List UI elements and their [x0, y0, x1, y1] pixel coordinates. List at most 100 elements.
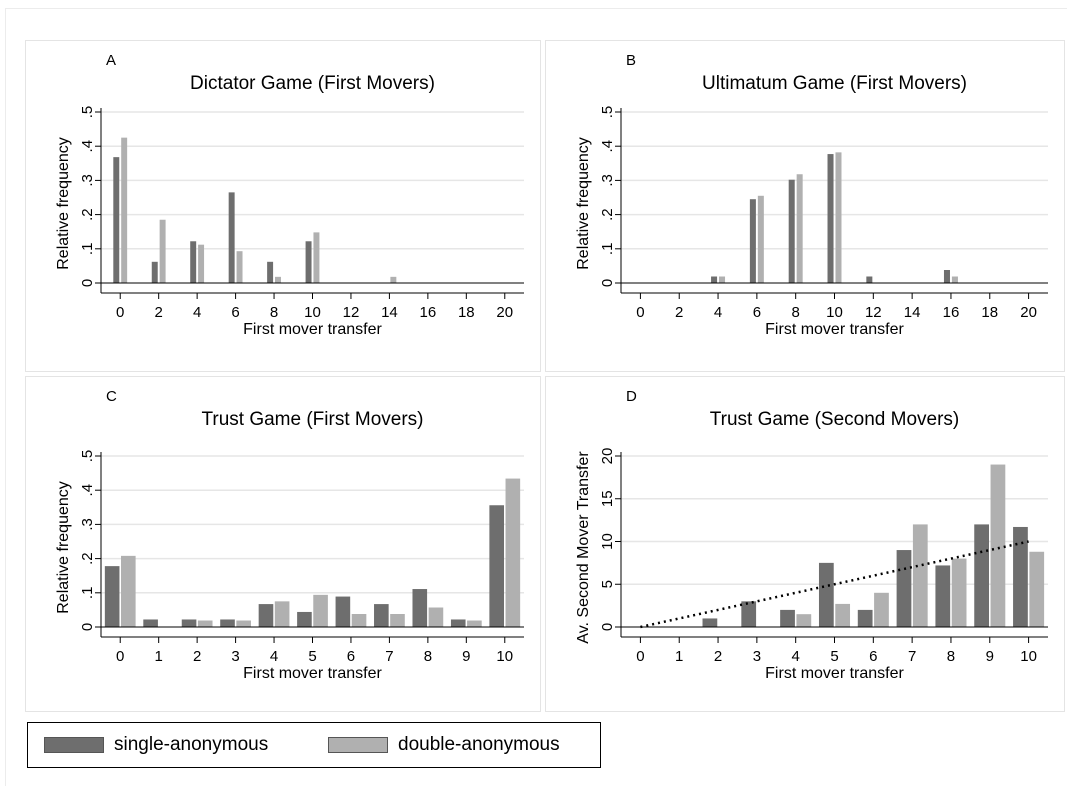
- legend-item-double: double-anonymous: [328, 734, 560, 755]
- x-tick-label: 10: [826, 304, 843, 321]
- bar-single-d: [818, 562, 834, 627]
- x-tick-label: 2: [193, 648, 201, 665]
- y-tick-label: .2: [79, 552, 96, 565]
- x-tick-label: 0: [636, 648, 644, 665]
- chart-title-b: Ultimatum Game (First Movers): [702, 73, 967, 94]
- panel-b: B Ultimatum Game (First Movers) 0 .1 .2 .3 .4.…: [545, 40, 1065, 372]
- bar-double-d: [796, 614, 812, 627]
- bar-double-d: [835, 603, 851, 627]
- bar-double-d: [912, 524, 928, 627]
- chart-a-svg: A Dictator Game (First Movers) 0 .1 .2 .3 .4 .5…: [55, 52, 524, 338]
- y-tick-label: .4: [79, 484, 96, 497]
- x-tick-label: 16: [943, 304, 960, 321]
- x-tick-label: 8: [947, 648, 955, 665]
- x-tick-label: 5: [830, 648, 838, 665]
- y-tick-label: 0: [79, 279, 96, 287]
- bar-single-a: [228, 192, 235, 283]
- x-axis-label: First mover transfer: [243, 321, 382, 338]
- bar-double-b: [951, 276, 958, 283]
- x-tick-label: 9: [986, 648, 994, 665]
- legend-item-single: single-anonymous: [44, 734, 269, 755]
- bar-double-b: [796, 174, 803, 283]
- legend-swatch-double: [328, 737, 388, 753]
- x-tick-label: 1: [155, 648, 163, 665]
- x-tick-label: 7: [908, 648, 916, 665]
- legend-label-double: double-anonymous: [398, 734, 560, 755]
- bar-double-d: [951, 558, 967, 627]
- y-axis-label: Relative frequency: [55, 481, 72, 614]
- bar-single-d: [935, 565, 951, 627]
- bar-single-c: [335, 596, 351, 627]
- bar-single-c: [450, 619, 466, 627]
- x-tick-label: 14: [904, 304, 921, 321]
- chart-c-svg: C Trust Game (First Movers) 0 .1 .2 .3 .4 .5 0 1 2…: [55, 388, 524, 682]
- bar-single-c: [104, 566, 120, 627]
- bar-double-c: [197, 620, 213, 627]
- bar-single-d: [857, 609, 873, 627]
- bar-single-b: [943, 270, 950, 283]
- bar-single-c: [220, 619, 235, 627]
- chart-title-d: Trust Game (Second Movers): [710, 409, 960, 430]
- bar-double-c: [120, 555, 136, 627]
- bar-double-a: [390, 276, 397, 283]
- x-tick-label: 6: [753, 304, 761, 321]
- panel-d: D Trust Game (Second Movers) 0 5 10 15 20 0 1 2 3 4…: [545, 376, 1065, 712]
- legend: single-anonymous double-anonymous: [27, 722, 601, 768]
- trend-line: [640, 540, 1029, 629]
- y-tick-label: 10: [599, 533, 616, 550]
- x-tick-label: 6: [347, 648, 355, 665]
- x-tick-label: 7: [385, 648, 393, 665]
- y-tick-label: .4: [599, 140, 616, 153]
- y-axis-label: Av. Second Mover Transfer: [575, 451, 592, 644]
- panel-letter-b: B: [626, 52, 636, 69]
- bar-double-c: [351, 614, 367, 627]
- y-axis-label: Relative frequency: [575, 137, 592, 270]
- bar-double-a: [159, 219, 166, 283]
- y-tick-label: .3: [599, 174, 616, 187]
- panel-letter-a: A: [106, 52, 116, 69]
- figure-frame: [5, 8, 1067, 786]
- x-tick-label: 0: [116, 304, 124, 321]
- bar-double-c: [467, 620, 482, 627]
- x-tick-label: 3: [231, 648, 239, 665]
- x-tick-label: 10: [496, 648, 513, 665]
- x-tick-label: 12: [343, 304, 360, 321]
- x-tick-label: 9: [462, 648, 470, 665]
- bar-single-a: [267, 261, 274, 283]
- x-tick-label: 1: [675, 648, 683, 665]
- legend-swatch-single: [44, 737, 104, 753]
- bar-single-c: [143, 619, 158, 627]
- bar-single-d: [1013, 526, 1028, 627]
- x-tick-label: 4: [714, 304, 722, 321]
- bar-double-c: [236, 620, 251, 627]
- bar-double-a: [313, 232, 320, 283]
- panel-letter-d: D: [626, 388, 637, 405]
- bar-double-d: [990, 464, 1006, 627]
- bar-double-b: [757, 195, 764, 283]
- x-tick-label: 14: [381, 304, 398, 321]
- x-tick-label: 6: [231, 304, 239, 321]
- bar-single-c: [297, 611, 312, 627]
- y-tick-label: .5: [599, 106, 616, 119]
- x-tick-label: 12: [865, 304, 882, 321]
- y-tick-label: .5: [79, 450, 96, 463]
- panel-c: C Trust Game (First Movers) 0 .1 .2 .3 .4 .5 0 1 2…: [25, 376, 541, 712]
- bar-double-b: [835, 152, 842, 283]
- bar-double-a: [121, 137, 128, 283]
- chart-title-c: Trust Game (First Movers): [201, 409, 423, 430]
- x-tick-label: 0: [116, 648, 124, 665]
- y-tick-label: .1: [599, 243, 616, 256]
- x-tick-label: 3: [753, 648, 761, 665]
- y-tick-label: .1: [79, 243, 96, 256]
- bar-single-d: [896, 550, 912, 627]
- bar-single-b: [749, 199, 756, 283]
- bar-single-a: [113, 157, 120, 283]
- legend-label-single: single-anonymous: [114, 734, 269, 755]
- bar-single-b: [788, 179, 795, 283]
- x-tick-label: 16: [420, 304, 437, 321]
- chart-d-svg: D Trust Game (Second Movers) 0 5 10 15 20 0 1 2 3 4…: [575, 388, 1048, 682]
- panel-letter-c: C: [106, 388, 117, 405]
- bar-single-c: [258, 604, 274, 627]
- x-tick-label: 0: [636, 304, 644, 321]
